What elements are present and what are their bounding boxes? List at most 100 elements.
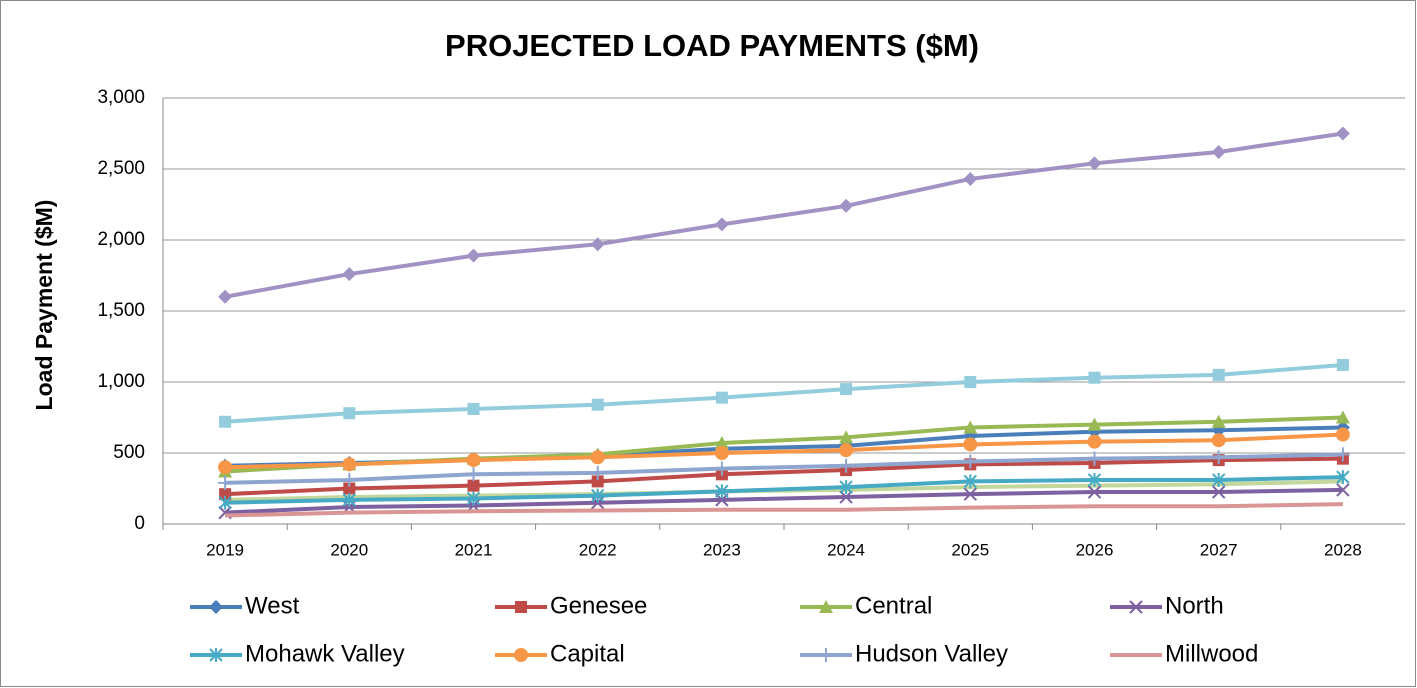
marker [963, 454, 978, 469]
marker [1087, 417, 1102, 431]
legend-item: North [1110, 592, 1224, 619]
y-tick-label: 2,500 [97, 158, 145, 179]
marker [819, 600, 833, 613]
marker [1211, 485, 1226, 499]
marker [714, 461, 729, 476]
legend-label: Mohawk Valley [245, 640, 405, 667]
marker [963, 420, 978, 434]
x-tick-label: 2028 [1324, 540, 1362, 559]
marker [1211, 414, 1226, 428]
marker [1336, 358, 1349, 371]
x-tick-label: 2027 [1200, 540, 1238, 559]
marker [209, 648, 223, 662]
marker [1211, 144, 1226, 159]
marker [819, 648, 833, 662]
marker [1211, 450, 1226, 465]
marker [219, 488, 232, 501]
marker [467, 402, 480, 415]
series-line [224, 362, 1344, 424]
marker [342, 457, 357, 472]
legend-label: North [1165, 592, 1224, 619]
x-tick-label: 2022 [579, 540, 617, 559]
marker [466, 491, 481, 506]
marker [218, 495, 232, 510]
marker [1087, 451, 1102, 466]
y-tick-label: 500 [113, 442, 145, 463]
marker [218, 475, 233, 490]
marker [1087, 485, 1102, 499]
series-line [225, 502, 1343, 518]
marker [839, 430, 854, 444]
marker [343, 407, 356, 420]
marker [1129, 600, 1143, 614]
marker [466, 248, 481, 263]
series-line [225, 456, 1343, 497]
series-line [224, 131, 1344, 299]
marker [1335, 447, 1350, 462]
series-line [225, 475, 1343, 505]
marker [466, 467, 481, 482]
marker [1335, 427, 1350, 442]
marker [840, 383, 853, 396]
legend-item: Hudson Valley [800, 640, 1008, 667]
legend-label: Central [855, 592, 932, 619]
chart-title: PROJECTED LOAD PAYMENTS ($M) [445, 28, 979, 63]
marker [467, 479, 480, 492]
x-tick-label: 2021 [455, 540, 493, 559]
legend-label: Capital [550, 640, 625, 667]
marker [1211, 433, 1226, 448]
legend-item: West [190, 592, 300, 619]
marker [342, 267, 357, 282]
marker [839, 480, 853, 495]
marker [466, 453, 481, 468]
marker [715, 484, 729, 499]
legend-label: Hudson Valley [855, 640, 1008, 667]
legend-item: Genesee [495, 592, 647, 619]
marker [1335, 126, 1350, 141]
marker [590, 237, 605, 252]
marker [1087, 156, 1102, 171]
marker [714, 217, 729, 232]
marker [1212, 368, 1225, 381]
marker [714, 436, 729, 450]
x-tick-label: 2020 [330, 540, 368, 559]
marker [963, 474, 978, 489]
marker [1087, 472, 1102, 487]
marker [342, 492, 357, 507]
marker [591, 398, 604, 411]
marker [590, 488, 605, 503]
legend-item: Capital [495, 640, 625, 667]
marker [964, 376, 977, 388]
y-tick-label: 1,000 [97, 371, 145, 392]
marker [714, 446, 729, 460]
legend-label: Genesee [550, 592, 647, 619]
x-tick-label: 2025 [951, 540, 989, 559]
marker [343, 482, 356, 495]
y-tick-label: 2,000 [97, 229, 145, 250]
legend-item: Mohawk Valley [190, 640, 405, 667]
marker [963, 171, 978, 186]
marker [839, 490, 853, 504]
marker [209, 600, 223, 614]
marker [1336, 470, 1350, 485]
x-tick-label: 2024 [827, 540, 865, 559]
x-tick-label: 2026 [1076, 540, 1114, 559]
legend-label: Millwood [1165, 640, 1258, 667]
marker [590, 450, 605, 465]
y-tick-label: 0 [134, 513, 145, 534]
y-tick-label: 1,500 [97, 300, 145, 321]
marker [715, 391, 728, 404]
marker [1336, 483, 1350, 497]
y-axis-label: Load Payment ($M) [31, 200, 57, 411]
marker [963, 487, 978, 501]
marker [514, 648, 528, 662]
marker [515, 601, 527, 613]
marker [218, 289, 233, 304]
legend-item: Millwood [1110, 640, 1258, 667]
legend-label: West [245, 592, 300, 619]
marker [839, 443, 854, 458]
marker [591, 475, 604, 488]
marker [1087, 434, 1102, 449]
marker [1335, 410, 1350, 424]
